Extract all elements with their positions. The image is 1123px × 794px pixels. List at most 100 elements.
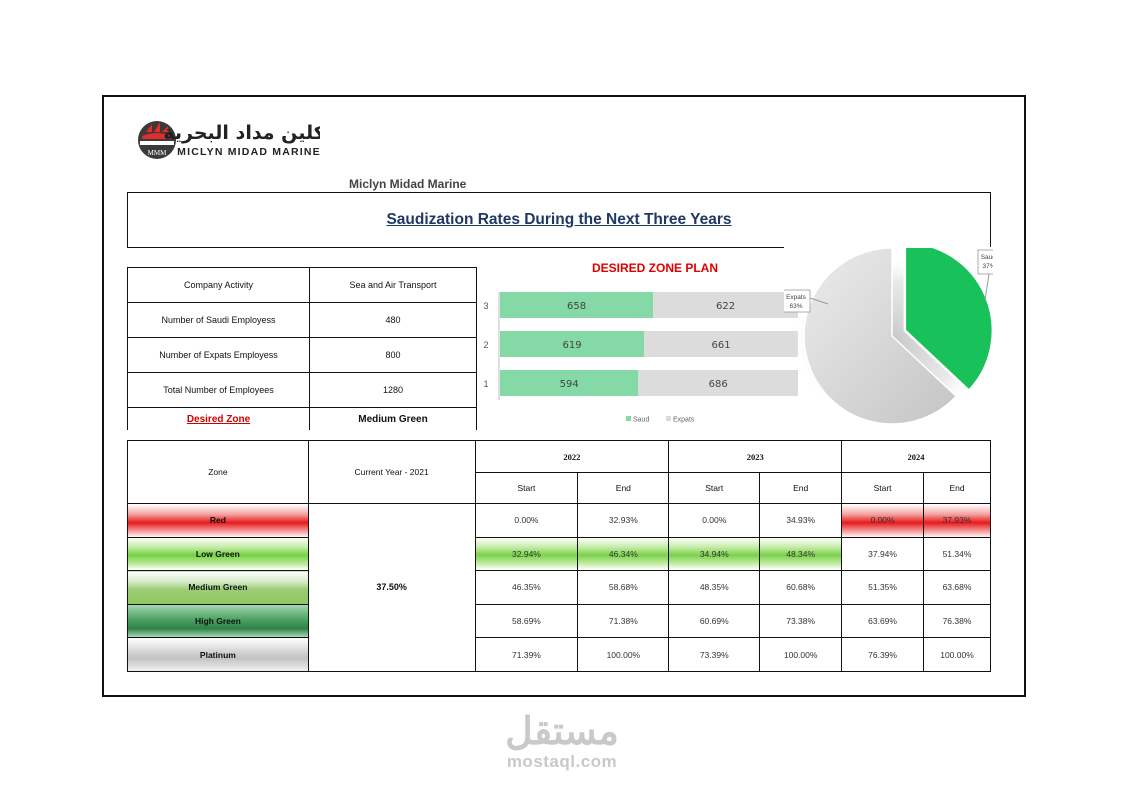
- bar-value-label: 594: [560, 379, 579, 390]
- zone-cell: 60.69%: [668, 603, 761, 639]
- zone-cell: 37.94%: [841, 536, 924, 572]
- chart-title: DESIRED ZONE PLAN: [592, 261, 718, 275]
- title-box: Saudization Rates During the Next Three …: [127, 192, 991, 248]
- page-frame: [102, 95, 1026, 697]
- end-header: End: [577, 472, 670, 504]
- zone-cell: 100.00%: [923, 637, 991, 672]
- zone-cell: 0.00%: [841, 503, 924, 538]
- info-row: Number of Saudi Employess 480: [127, 302, 477, 338]
- legend-swatch: [666, 416, 671, 421]
- info-value: 1280: [309, 372, 477, 408]
- zone-table: Zone Current Year - 2021 2022 2023 2024 …: [127, 440, 991, 672]
- zone-name: Low Green: [127, 536, 309, 572]
- zone-row-medium-green: Medium Green 46.35% 58.68% 48.35% 60.68%…: [127, 570, 991, 605]
- zone-cell: 71.39%: [474, 637, 579, 672]
- zone-cell: 71.38%: [577, 603, 670, 639]
- info-value: Sea and Air Transport: [309, 267, 477, 303]
- end-header: End: [923, 472, 991, 504]
- zone-cell: 46.35%: [474, 570, 579, 605]
- zone-cell: 34.93%: [759, 503, 843, 538]
- callout-leader: [809, 297, 829, 305]
- bar-value-label: 661: [712, 340, 731, 351]
- zone-row-red: Red 37.50% 0.00% 32.93% 0.00% 34.93% 0.0…: [127, 503, 991, 672]
- start-header: Start: [668, 472, 761, 504]
- bar-expats: [644, 331, 798, 357]
- watermark-arabic: مستقل: [505, 711, 619, 753]
- year-header: 2024: [841, 440, 991, 473]
- info-row: Number of Expats Employess 800: [127, 337, 477, 373]
- pie-slice-percent: 37%: [982, 263, 993, 270]
- zone-cell: 34.94%: [668, 536, 761, 572]
- callout-box: [977, 249, 993, 275]
- bar-value-label: 658: [567, 301, 586, 312]
- bar-value-label: 686: [709, 379, 728, 390]
- zone-cell: 100.00%: [577, 637, 670, 672]
- zone-header-row: Zone Current Year - 2021 2022 2023 2024: [127, 440, 991, 504]
- start-end-row: Start End Start End Start End: [128, 472, 991, 504]
- desired-zone-link[interactable]: Desired Zone: [186, 413, 251, 425]
- info-row: Company Activity Sea and Air Transport: [127, 267, 477, 303]
- zone-name: Red: [127, 503, 309, 538]
- logo-english-text: MICLYN MIDAD MARINE: [177, 146, 320, 158]
- bar-value-label: 619: [563, 340, 582, 351]
- zone-cell: 76.38%: [923, 603, 991, 639]
- zone-cell: 46.34%: [577, 536, 670, 572]
- info-value: 480: [309, 302, 477, 338]
- callout-leader: [984, 273, 990, 301]
- zone-row-platinum: Platinum 71.39% 100.00% 73.39% 100.00% 7…: [127, 637, 991, 672]
- zone-cell: 32.94%: [474, 536, 579, 572]
- start-header: Start: [474, 472, 579, 504]
- desired-zone-value: Medium Green: [358, 413, 428, 425]
- zone-name: Medium Green: [127, 570, 309, 605]
- saudization-pie-chart: Saudi 37% Expats 63%: [784, 248, 993, 424]
- zone-row-high-green: High Green 58.69% 71.38% 60.69% 73.38% 6…: [127, 603, 991, 639]
- bar-value-label: 622: [716, 301, 735, 312]
- zone-cell: 76.39%: [841, 637, 924, 672]
- y-tick-label: 1: [483, 379, 488, 389]
- zone-name: Platinum: [127, 637, 309, 672]
- callout-box: [784, 289, 811, 313]
- pie-slice-percent: 63%: [789, 303, 802, 310]
- zone-cell: 0.00%: [668, 503, 761, 538]
- zone-cell: 60.68%: [759, 570, 843, 605]
- current-year-header: Current Year - 2021: [307, 440, 476, 504]
- zone-cell: 48.35%: [668, 570, 761, 605]
- zone-name: High Green: [127, 603, 309, 639]
- info-row: Total Number of Employees 1280: [127, 372, 477, 408]
- zone-cell: 51.35%: [841, 570, 924, 605]
- company-label: Miclyn Midad Marine: [349, 177, 467, 191]
- logo-arabic-text: مكلين مداد البحرية: [163, 122, 320, 144]
- current-year-value: 37.50%: [307, 503, 476, 672]
- company-logo: MMM مكلين مداد البحرية MICLYN MIDAD MARI…: [138, 121, 320, 159]
- year-header: 2023: [668, 440, 843, 473]
- legend-label: Expats: [673, 417, 695, 424]
- y-tick-label: 3: [483, 301, 488, 311]
- zone-cell: 58.69%: [474, 603, 579, 639]
- zone-cell: 48.34%: [759, 536, 843, 572]
- watermark: مستقل mostaql.com: [492, 712, 632, 772]
- watermark-url: mostaql.com: [506, 752, 618, 771]
- zone-header: Zone: [127, 440, 309, 504]
- zone-cell: 0.00%: [474, 503, 579, 538]
- bar-saud: [500, 292, 654, 318]
- zone-cell: 63.68%: [923, 570, 991, 605]
- info-value: 800: [309, 337, 477, 373]
- legend-swatch: [626, 416, 631, 421]
- zone-cell: 37.93%: [923, 503, 991, 538]
- zone-cell: 73.38%: [759, 603, 843, 639]
- info-label: Total Number of Employees: [127, 372, 310, 408]
- zone-cell: 63.69%: [841, 603, 924, 639]
- zone-cell: 32.93%: [577, 503, 670, 538]
- bar-expats: [653, 292, 798, 318]
- info-label: Number of Expats Employess: [127, 337, 310, 373]
- pie-slice-expats: [803, 248, 958, 424]
- zone-cell: 100.00%: [759, 637, 843, 672]
- start-header: Start: [841, 472, 924, 504]
- end-header: End: [759, 472, 843, 504]
- report-title: Saudization Rates During the Next Three …: [386, 211, 732, 228]
- zone-cell: 58.68%: [577, 570, 670, 605]
- pie-slice-label: Expats: [786, 294, 807, 301]
- desired-zone-row: Desired Zone Medium Green: [127, 407, 477, 430]
- bar-saud: [500, 370, 639, 396]
